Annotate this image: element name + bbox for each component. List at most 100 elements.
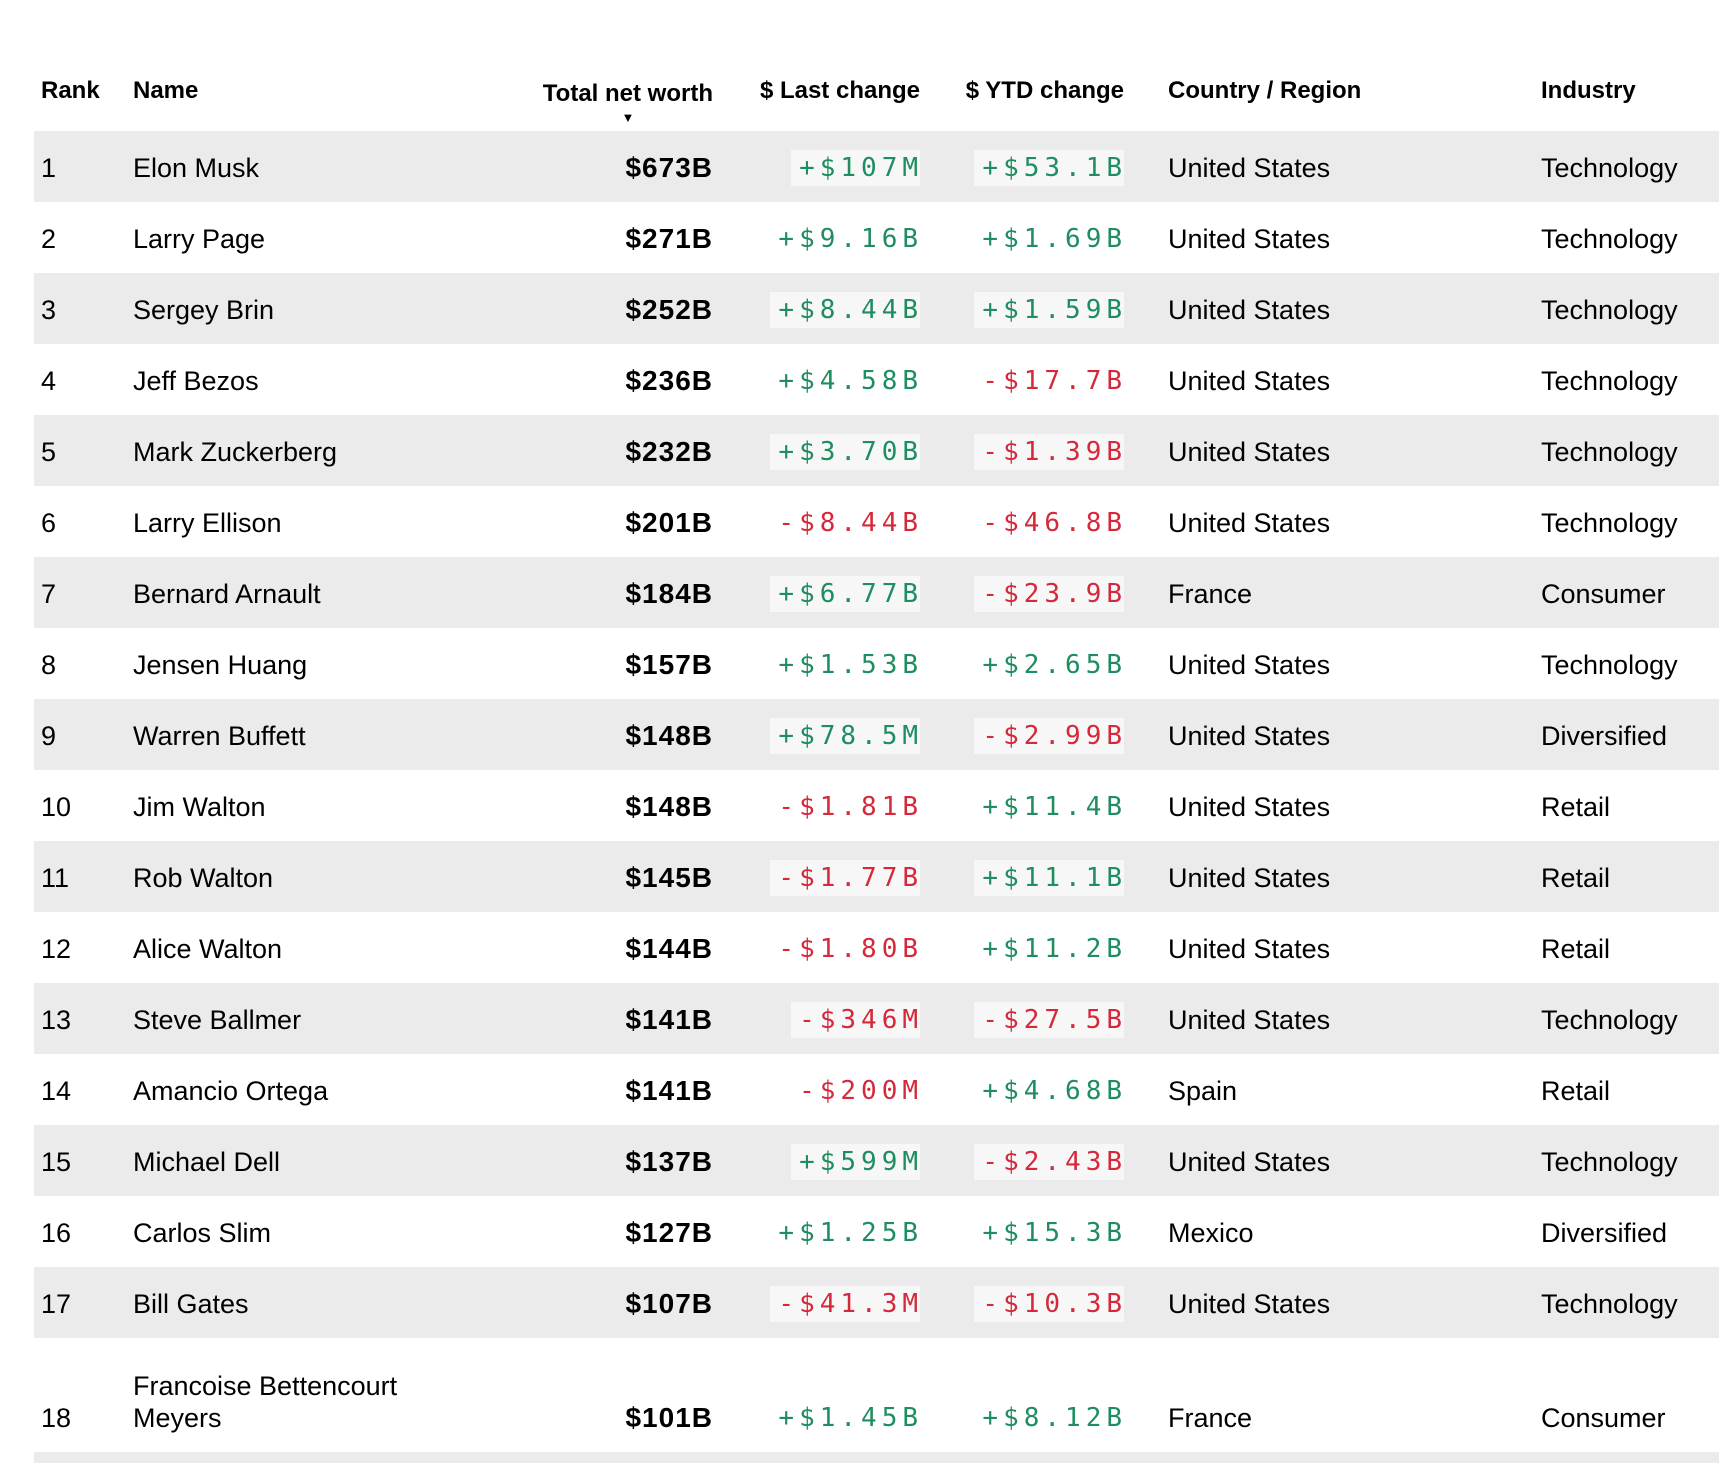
billionaire-name[interactable]: Rob Walton <box>133 863 274 893</box>
country-cell: United States <box>1124 273 1541 344</box>
billionaire-name[interactable]: Carlos Slim <box>133 1218 272 1248</box>
table-row[interactable]: 18 Francoise Bettencourt Meyers $101B +$… <box>34 1338 1719 1452</box>
last-change-value: +$1.25B <box>770 1215 920 1251</box>
name-cell[interactable]: Jeff Bezos <box>133 344 423 415</box>
rank-cell: 17 <box>34 1267 133 1338</box>
name-cell[interactable]: Bill Gates <box>133 1267 423 1338</box>
billionaire-name[interactable]: Michael Dell <box>133 1147 281 1177</box>
name-cell[interactable]: Alice Walton <box>133 912 423 983</box>
industry-cell: Consumer <box>1541 557 1719 628</box>
rank-cell: 12 <box>41 934 72 964</box>
last-change-cell: +$1.53B <box>713 628 920 699</box>
name-cell[interactable]: Steve Ballmer <box>133 983 423 1054</box>
ytd-change-cell: -$10.3B <box>920 1267 1124 1338</box>
last-change-cell: +$6.77B <box>713 557 920 628</box>
billionaire-name[interactable]: Warren Buffett <box>133 721 306 751</box>
net-worth-cell: $252B <box>423 273 713 344</box>
table-row[interactable]: 4 Jeff Bezos $236B +$4.58B -$17.7B Unite… <box>34 344 1719 415</box>
table-row[interactable]: 11 Rob Walton $145B -$1.77B +$11.1B Unit… <box>34 841 1719 912</box>
industry-cell: Consumer <box>1541 1403 1666 1433</box>
name-cell[interactable]: Mark Zuckerberg <box>133 415 423 486</box>
table-row[interactable]: 14 Amancio Ortega $141B -$200M +$4.68B S… <box>34 1054 1719 1125</box>
name-cell[interactable]: Carlos Slim <box>133 1196 423 1267</box>
billionaire-name[interactable]: Amancio Ortega <box>133 1076 329 1106</box>
ytd-change-value: +$1.69B <box>974 221 1124 257</box>
table-row[interactable]: 6 Larry Ellison $201B -$8.44B -$46.8B Un… <box>34 486 1719 557</box>
rank-cell: 8 <box>41 650 57 680</box>
name-cell[interactable]: Larry Page <box>133 202 423 273</box>
sort-descending-icon: ▼ <box>621 110 635 125</box>
last-change-cell: +$9.16B <box>713 202 920 273</box>
table-row[interactable]: 10 Jim Walton $148B -$1.81B +$11.4B Unit… <box>34 770 1719 841</box>
table-row[interactable]: 17 Bill Gates $107B -$41.3M -$10.3B Unit… <box>34 1267 1719 1338</box>
net-worth-cell: $673B <box>423 131 713 202</box>
billionaire-name[interactable]: Steve Ballmer <box>133 1005 302 1035</box>
industry-cell: Retail <box>1541 841 1719 912</box>
ytd-change-cell: +$1.59B <box>920 273 1124 344</box>
rank-cell: 4 <box>41 366 57 396</box>
name-cell[interactable]: Warren Buffett <box>133 699 423 770</box>
billionaire-name[interactable]: Jensen Huang <box>133 650 308 680</box>
table-row[interactable]: 2 Larry Page $271B +$9.16B +$1.69B Unite… <box>34 202 1719 273</box>
table-row[interactable]: 5 Mark Zuckerberg $232B +$3.70B -$1.39B … <box>34 415 1719 486</box>
name-cell[interactable]: Bernard Arnault <box>133 557 423 628</box>
industry-cell: Retail <box>1541 1076 1611 1106</box>
billionaire-name[interactable]: Jeff Bezos <box>133 366 259 396</box>
country-cell: United States <box>1168 650 1331 680</box>
billionaire-name[interactable]: Francoise Bettencourt Meyers <box>133 1371 398 1433</box>
billionaire-name[interactable]: Bill Gates <box>133 1289 249 1319</box>
column-header-last-change[interactable]: $ Last change <box>759 77 920 104</box>
table-row[interactable]: 3 Sergey Brin $252B +$8.44B +$1.59B Unit… <box>34 273 1719 344</box>
billionaire-name[interactable]: Mark Zuckerberg <box>133 437 338 467</box>
billionaire-name[interactable]: Sergey Brin <box>133 295 275 325</box>
country-cell: United States <box>1168 508 1331 538</box>
billionaire-name[interactable]: Larry Page <box>133 224 266 254</box>
ytd-change-value: -$27.5B <box>974 1002 1124 1038</box>
column-header-rank[interactable]: Rank <box>41 77 100 104</box>
billionaire-name[interactable]: Alice Walton <box>133 934 283 964</box>
name-cell[interactable]: Amancio Ortega <box>133 1054 423 1125</box>
billionaire-name[interactable]: Elon Musk <box>133 153 260 183</box>
table-row[interactable]: 12 Alice Walton $144B -$1.80B +$11.2B Un… <box>34 912 1719 983</box>
table-row[interactable]: 1 Elon Musk $673B +$107M +$53.1B United … <box>34 131 1719 202</box>
billionaire-name[interactable]: Larry Ellison <box>133 508 282 538</box>
name-cell[interactable]: Jensen Huang <box>133 628 423 699</box>
name-cell[interactable]: Francoise Bettencourt Meyers <box>133 1338 423 1452</box>
rank-cell: 1 <box>34 131 133 202</box>
industry-cell: Technology <box>1541 273 1719 344</box>
rank-cell: 7 <box>34 557 133 628</box>
table-row[interactable]: 15 Michael Dell $137B +$599M -$2.43B Uni… <box>34 1125 1719 1196</box>
column-header-industry[interactable]: Industry <box>1541 77 1636 104</box>
table-row[interactable]: 13 Steve Ballmer $141B -$346M -$27.5B Un… <box>34 983 1719 1054</box>
name-cell[interactable]: Rob Walton <box>133 841 423 912</box>
column-header-country-region[interactable]: Country / Region <box>1168 77 1362 104</box>
table-row[interactable]: 7 Bernard Arnault $184B +$6.77B -$23.9B … <box>34 557 1719 628</box>
ytd-change-value: -$2.43B <box>974 1144 1124 1180</box>
name-cell[interactable]: Jim Walton <box>133 770 423 841</box>
billionaire-name[interactable]: Jim Walton <box>133 792 266 822</box>
ytd-change-cell: +$2.65B <box>920 628 1124 699</box>
column-header-name[interactable]: Name <box>133 77 199 104</box>
table-row[interactable]: 16 Carlos Slim $127B +$1.25B +$15.3B Mex… <box>34 1196 1719 1267</box>
country-cell: United States <box>1124 699 1541 770</box>
ytd-change-cell: -$27.5B <box>920 983 1124 1054</box>
ytd-change-value: +$8.12B <box>974 1400 1124 1436</box>
billionaire-name[interactable]: Bernard Arnault <box>133 579 321 609</box>
column-header-total-net-worth[interactable]: Total net worth ▼ <box>423 0 713 131</box>
column-header-ytd-change[interactable]: $ YTD change <box>965 77 1124 104</box>
rank-cell: 10 <box>41 792 72 822</box>
industry-cell: Technology <box>1541 508 1678 538</box>
country-cell: United States <box>1168 366 1331 396</box>
name-cell[interactable]: Elon Musk <box>133 131 423 202</box>
last-change-cell: -$1.77B <box>713 841 920 912</box>
table-row[interactable]: 8 Jensen Huang $157B +$1.53B +$2.65B Uni… <box>34 628 1719 699</box>
name-cell[interactable]: Sergey Brin <box>133 273 423 344</box>
last-change-cell: -$41.3M <box>713 1267 920 1338</box>
country-cell: United States <box>1168 934 1331 964</box>
table-row[interactable]: 9 Warren Buffett $148B +$78.5M -$2.99B U… <box>34 699 1719 770</box>
name-cell[interactable]: Michael Dell <box>133 1125 423 1196</box>
country-cell: United States <box>1124 1125 1541 1196</box>
net-worth-cell: $141B <box>423 983 713 1054</box>
industry-cell: Technology <box>1541 131 1719 202</box>
name-cell[interactable]: Larry Ellison <box>133 486 423 557</box>
